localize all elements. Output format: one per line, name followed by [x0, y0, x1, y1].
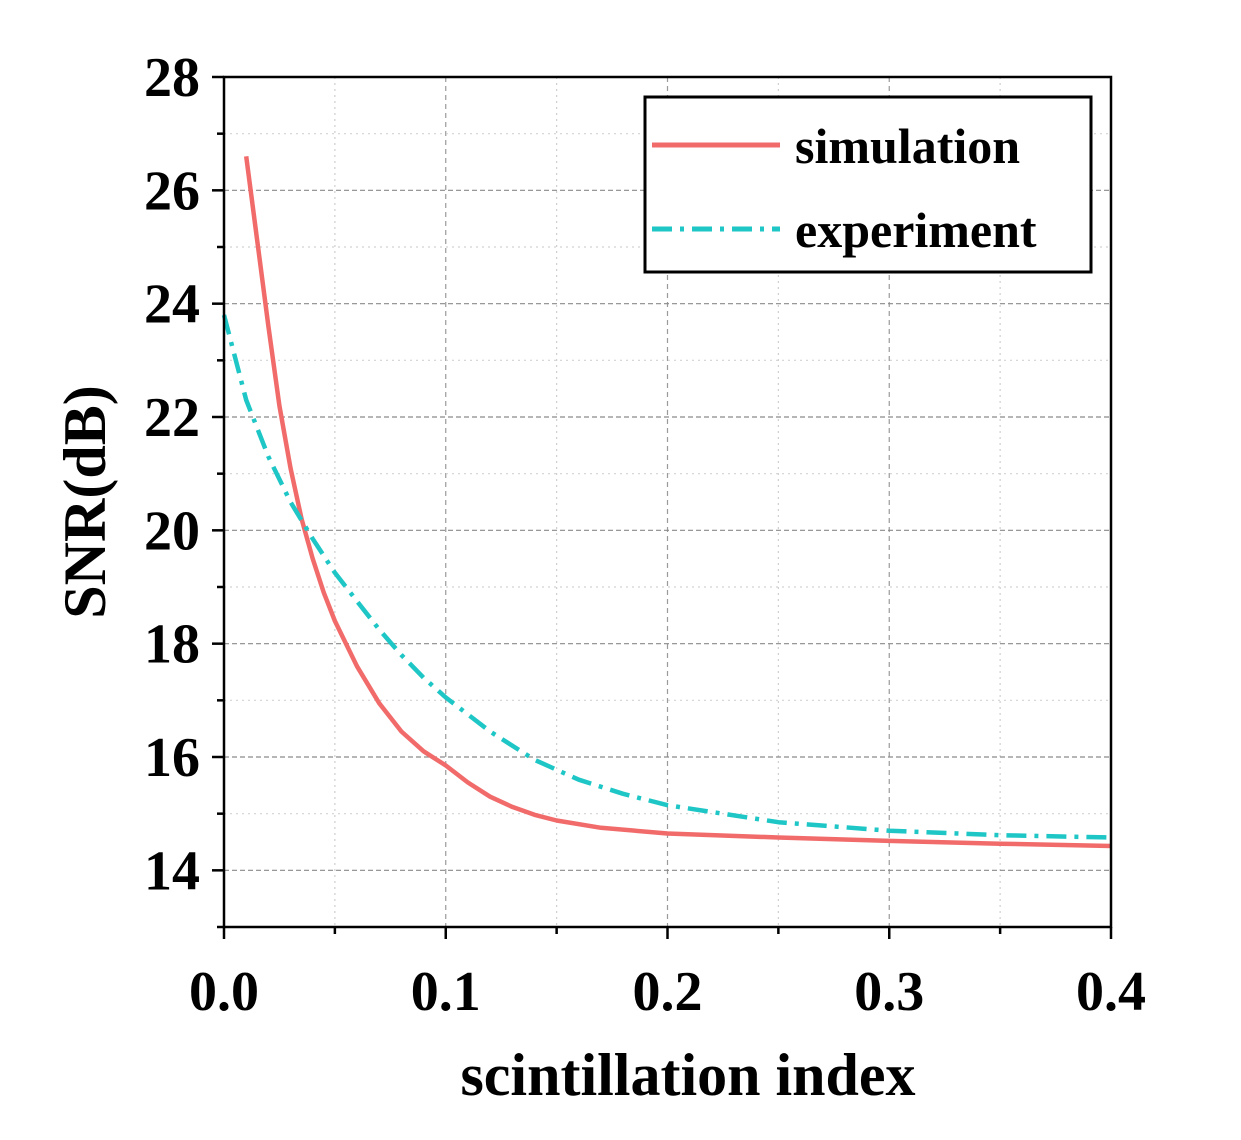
legend-box — [643, 95, 1093, 274]
y-tick-label: 22 — [144, 387, 200, 449]
x-tick-label: 0.1 — [411, 961, 481, 1023]
axis-ticks — [212, 75, 1113, 939]
x-tick-label: 0.0 — [189, 961, 259, 1023]
legend-label-simulation: simulation — [795, 118, 1020, 174]
x-tick-label: 0.3 — [854, 961, 924, 1023]
y-tick-label: 18 — [144, 614, 200, 676]
y-tick-label: 14 — [144, 840, 200, 902]
legend: simulation experiment — [643, 95, 1093, 274]
tick-labels: 0.0 0.1 0.2 0.3 0.4 14 16 18 20 22 24 26 28 — [144, 47, 1146, 1023]
y-tick-label: 24 — [144, 274, 200, 336]
legend-label-experiment: experiment — [795, 202, 1037, 258]
x-axis-title: scintillation index — [460, 1042, 915, 1108]
y-tick-label: 20 — [144, 500, 200, 562]
series-layer — [221, 156, 1112, 849]
y-axis-title: SNR(dB) — [52, 385, 118, 618]
y-tick-label: 28 — [144, 47, 200, 109]
series-line-simulation — [243, 156, 1112, 849]
y-tick-label: 16 — [144, 727, 200, 789]
y-tick-label: 26 — [144, 160, 200, 222]
x-tick-label: 0.2 — [633, 961, 703, 1023]
series-line-experiment — [221, 314, 1112, 840]
x-tick-label: 0.4 — [1076, 961, 1146, 1023]
